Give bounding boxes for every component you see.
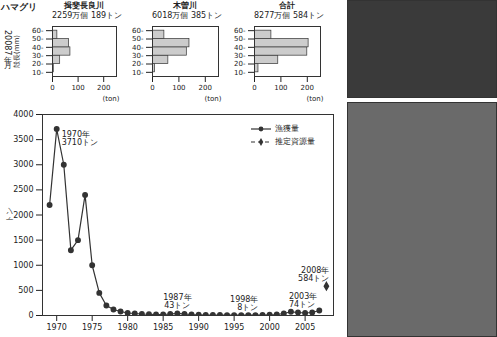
svg-text:40-: 40- <box>132 44 144 52</box>
svg-text:1995: 1995 <box>224 323 244 332</box>
svg-text:1985: 1985 <box>153 323 173 332</box>
svg-text:トン: トン <box>5 207 14 223</box>
svg-text:(ton): (ton) <box>103 95 120 103</box>
svg-text:30-: 30- <box>32 52 44 60</box>
svg-text:1980: 1980 <box>117 323 137 332</box>
svg-text:2005: 2005 <box>295 323 315 332</box>
svg-text:0: 0 <box>28 311 33 320</box>
html-text:木曽川: 木曽川 <box>173 1 197 10</box>
svg-text:2008年584トン: 2008年584トン <box>298 266 329 283</box>
svg-text:60-: 60- <box>132 27 144 35</box>
html-text:6018万個 385トン: 6018万個 385トン <box>152 11 223 20</box>
svg-text:200: 200 <box>199 84 212 92</box>
svg-text:0: 0 <box>150 84 154 92</box>
html-text:推定資源量: 推定資源量 <box>275 137 315 146</box>
svg-text:20-: 20- <box>132 60 144 68</box>
svg-text:2500: 2500 <box>13 185 33 194</box>
svg-text:(ton): (ton) <box>205 95 222 103</box>
svg-text:200: 200 <box>301 84 314 92</box>
svg-text:60-: 60- <box>234 27 246 35</box>
svg-text:100: 100 <box>274 84 287 92</box>
html-text:8277万個 584トン: 8277万個 584トン <box>254 11 325 20</box>
svg-text:2000: 2000 <box>13 211 33 220</box>
svg-text:10-: 10- <box>32 69 44 77</box>
svg-text:100: 100 <box>71 84 84 92</box>
html-text:2259万個 189トン: 2259万個 189トン <box>52 11 123 20</box>
svg-text:1000: 1000 <box>13 261 33 270</box>
svg-text:3000: 3000 <box>13 160 33 169</box>
html-text:ハマグリ: ハマグリ <box>1 2 37 12</box>
svg-text:40-: 40- <box>32 44 44 52</box>
svg-text:100: 100 <box>172 84 185 92</box>
svg-text:20-: 20- <box>234 60 246 68</box>
html-text:2008年7月: 2008年7月 <box>3 30 12 56</box>
html-text:合計: 合計 <box>279 1 295 10</box>
svg-text:50-: 50- <box>234 35 246 43</box>
svg-text:1998年8トン: 1998年8トン <box>230 295 258 312</box>
svg-text:2000: 2000 <box>259 323 279 332</box>
html-text:漁獲量: 漁獲量 <box>275 124 299 133</box>
svg-text:1500: 1500 <box>13 236 33 245</box>
svg-text:4000: 4000 <box>13 110 33 119</box>
svg-text:40-: 40- <box>234 44 246 52</box>
svg-text:60-: 60- <box>32 27 44 35</box>
svg-text:200: 200 <box>97 84 110 92</box>
svg-text:殻長(mm): 殻長(mm) <box>13 35 21 68</box>
svg-text:1987年43トン: 1987年43トン <box>163 293 191 310</box>
svg-text:20-: 20- <box>32 60 44 68</box>
svg-text:10-: 10- <box>132 69 144 77</box>
svg-text:30-: 30- <box>234 52 246 60</box>
svg-text:1975: 1975 <box>82 323 102 332</box>
svg-text:500: 500 <box>18 286 33 295</box>
svg-text:2003年74トン: 2003年74トン <box>289 292 317 309</box>
svg-text:3500: 3500 <box>13 135 33 144</box>
svg-text:1970年3710トン: 1970年3710トン <box>62 130 98 147</box>
svg-text:0: 0 <box>50 84 54 92</box>
svg-text:(ton): (ton) <box>307 95 324 103</box>
svg-text:30-: 30- <box>132 52 144 60</box>
svg-text:0: 0 <box>252 84 256 92</box>
svg-text:50-: 50- <box>132 35 144 43</box>
svg-text:50-: 50- <box>32 35 44 43</box>
svg-text:10-: 10- <box>234 69 246 77</box>
svg-text:1990: 1990 <box>188 323 208 332</box>
html-text:揖斐長良川: 揖斐長良川 <box>64 1 104 10</box>
svg-text:1970: 1970 <box>47 323 67 332</box>
